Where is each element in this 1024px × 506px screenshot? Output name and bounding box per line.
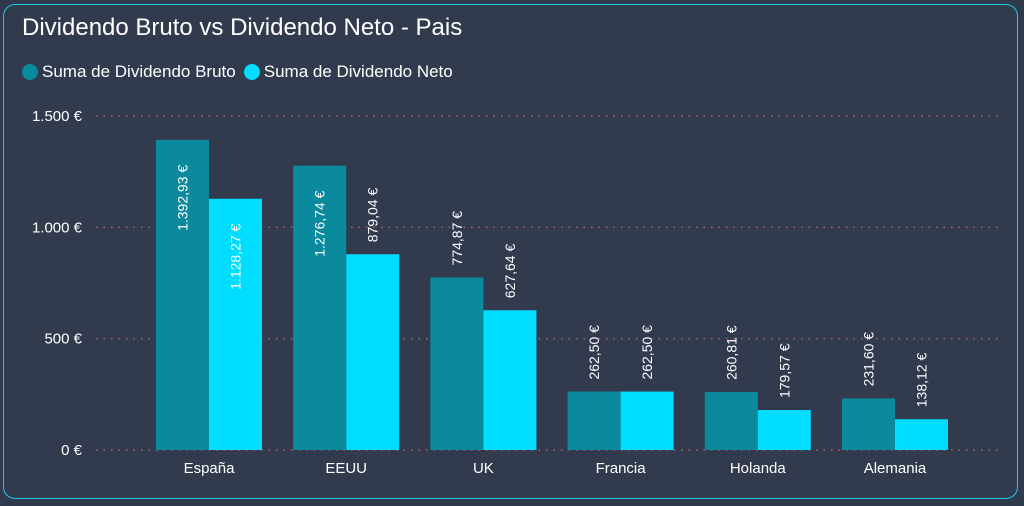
x-tick-label: Francia: [596, 460, 647, 477]
x-tick-label: España: [184, 460, 236, 477]
data-label: 1.128,27 €: [228, 223, 244, 289]
bar-neto: [758, 410, 811, 450]
data-label: 262,50 €: [586, 325, 602, 380]
data-label: 879,04 €: [365, 188, 381, 243]
bar-bruto: [430, 277, 483, 450]
data-label: 260,81 €: [723, 325, 739, 380]
x-tick-label: Holanda: [730, 460, 787, 477]
bar-bruto: [705, 392, 758, 450]
data-label: 262,50 €: [639, 325, 655, 380]
y-tick-label: 500 €: [44, 331, 82, 348]
y-tick-label: 1.500 €: [32, 108, 83, 125]
data-label: 1.276,74 €: [312, 190, 328, 256]
y-tick-label: 0 €: [61, 442, 83, 459]
x-tick-label: UK: [473, 460, 494, 477]
bar-chart: 0 € 500 € 1.000 € 1.500 € 1.392,93 € 1.128,27…: [0, 0, 1024, 506]
data-label: 627,64 €: [502, 244, 518, 299]
bar-neto: [895, 419, 948, 450]
bar-bruto: [568, 392, 621, 450]
data-label: 1.392,93 €: [175, 165, 191, 231]
x-tick-label: EEUU: [325, 460, 367, 477]
bar-neto: [483, 310, 536, 450]
data-label: 179,57 €: [776, 343, 792, 398]
bar-neto: [346, 254, 399, 450]
y-tick-label: 1.000 €: [32, 219, 83, 236]
x-tick-label: Alemania: [864, 460, 927, 477]
data-label: 231,60 €: [861, 332, 877, 387]
data-label: 774,87 €: [449, 211, 465, 266]
bar-bruto: [842, 398, 895, 450]
data-label: 138,12 €: [914, 353, 930, 408]
bar-neto: [621, 392, 674, 450]
